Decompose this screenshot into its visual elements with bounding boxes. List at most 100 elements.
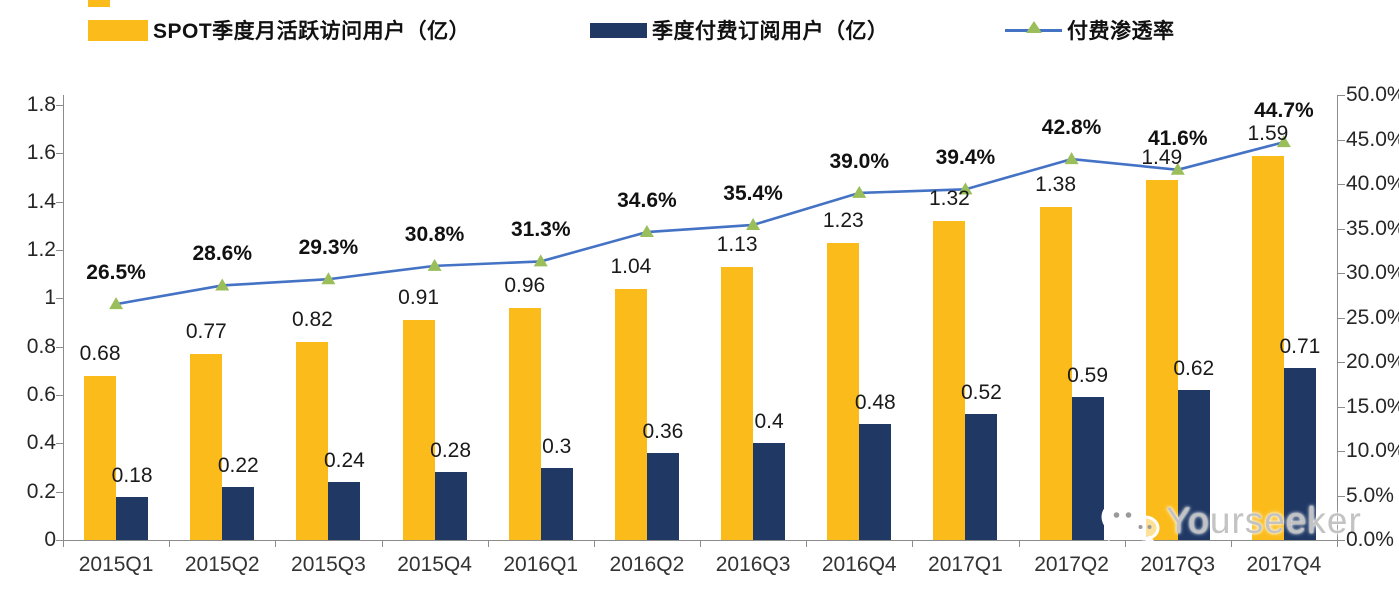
penetration-marker — [1170, 162, 1185, 175]
left-axis-line — [63, 95, 64, 540]
right-axis-tick — [1338, 228, 1345, 230]
penetration-marker — [958, 182, 973, 195]
left-axis-tick-label: 1.2 — [26, 238, 56, 261]
mau-bar — [402, 320, 435, 540]
penetration-marker — [1276, 135, 1291, 148]
subscribers-bar — [859, 424, 892, 540]
x-axis-tick — [1018, 541, 1020, 547]
penetration-marker — [1064, 152, 1079, 165]
mau-value-label: 0.91 — [398, 286, 440, 310]
mau-value-label: 0.68 — [79, 341, 121, 365]
legend-item-mau: SPOT季度月活跃访问用户（亿） — [88, 15, 470, 45]
subscribers-legend-swatch — [590, 22, 647, 38]
penetration-value-label: 39.4% — [935, 146, 996, 170]
penetration-marker — [852, 185, 867, 198]
penetration-value-label: 29.3% — [298, 236, 359, 260]
right-axis-tick-label: 40.0% — [1346, 172, 1399, 195]
watermark: Yourseeker — [1100, 498, 1362, 544]
x-axis-category-label: 2016Q3 — [715, 553, 791, 576]
left-axis-tick-label: 1.8 — [26, 93, 56, 116]
left-axis-tick-label: 1 — [44, 286, 56, 310]
subscribers-bar — [116, 496, 149, 540]
legend-item-subscribers: 季度付费订阅用户（亿） — [590, 15, 889, 45]
penetration-value-label: 44.7% — [1254, 99, 1314, 123]
left-axis-tick — [56, 491, 63, 493]
left-axis-tick-label: 0.2 — [26, 479, 56, 503]
mau-value-label: 1.23 — [822, 208, 864, 232]
x-axis-category-label: 2017Q2 — [1034, 553, 1109, 576]
mau-bar — [190, 353, 223, 540]
left-axis-tick — [56, 443, 63, 445]
mau-legend-label: SPOT季度月活跃访问用户（亿） — [153, 20, 471, 43]
subscribers-bar — [540, 467, 573, 540]
left-axis-tick-label: 0.8 — [26, 334, 56, 358]
left-axis-tick — [56, 201, 63, 203]
x-axis-tick — [487, 541, 489, 547]
subscribers-bar — [965, 414, 998, 540]
x-axis-tick — [593, 541, 595, 547]
right-axis-tick-label: 15.0% — [1346, 394, 1399, 418]
penetration-value-label: 28.6% — [192, 242, 253, 266]
mau-bar — [933, 221, 966, 540]
penetration-value-label: 42.8% — [1041, 116, 1102, 140]
penetration-marker — [639, 225, 654, 238]
x-axis-tick — [1124, 541, 1126, 547]
right-axis-tick-label: 10.0% — [1346, 439, 1399, 462]
x-axis-category-label: 2017Q1 — [928, 553, 1003, 576]
mau-value-label: 1.13 — [716, 232, 758, 256]
x-axis-category-label: 2016Q2 — [609, 553, 685, 576]
subscribers-bar — [222, 486, 255, 540]
left-axis-tick — [56, 105, 63, 106]
subscribers-value-label: 0.62 — [1173, 357, 1215, 381]
mau-bar — [84, 375, 117, 540]
right-axis-tick-label: 45.0% — [1346, 127, 1399, 151]
mau-value-label: 1.04 — [610, 254, 652, 278]
left-axis-tick-label: 0.6 — [26, 383, 56, 406]
x-axis-category-label: 2017Q3 — [1140, 553, 1216, 576]
mau-value-label: 0.96 — [504, 274, 546, 297]
mau-bar — [508, 308, 541, 540]
penetration-legend-line — [1005, 20, 1062, 33]
subscribers-bar — [1283, 368, 1316, 540]
penetration-marker — [321, 272, 336, 285]
x-axis-tick — [275, 541, 277, 547]
subscribers-value-label: 0.4 — [754, 410, 784, 434]
right-axis-tick — [1338, 95, 1345, 96]
x-axis-tick — [1230, 541, 1232, 547]
watermark-text: Yourseeker — [1166, 500, 1362, 541]
right-axis-tick-label: 35.0% — [1346, 216, 1399, 240]
penetration-value-label: 30.8% — [404, 222, 465, 246]
left-axis-tick-label: 1.6 — [26, 141, 56, 165]
x-axis-tick — [912, 541, 914, 547]
x-axis-tick — [381, 541, 383, 547]
right-axis-tick — [1338, 184, 1345, 185]
right-axis-tick — [1338, 139, 1345, 141]
x-axis-category-label: 2016Q4 — [821, 553, 897, 576]
x-axis-line — [63, 540, 1338, 541]
subscribers-legend-label: 季度付费订阅用户（亿） — [652, 20, 889, 43]
subscribers-value-label: 0.3 — [542, 434, 572, 458]
mau-bar — [827, 242, 860, 540]
penetration-marker — [109, 297, 124, 310]
right-axis-tick — [1338, 451, 1345, 452]
right-axis-tick — [1338, 273, 1345, 274]
mau-value-label: 0.82 — [291, 307, 333, 331]
right-axis-tick-label: 30.0% — [1346, 261, 1399, 284]
x-axis-category-label: 2015Q3 — [291, 553, 366, 576]
x-axis-category-label: 2016Q1 — [503, 553, 579, 576]
subscribers-value-label: 0.22 — [217, 453, 259, 477]
mau-bar — [1145, 179, 1178, 540]
penetration-marker — [427, 258, 442, 271]
subscribers-bar — [434, 472, 467, 540]
x-axis-category-label: 2015Q4 — [397, 553, 472, 576]
right-axis-tick-label: 20.0% — [1346, 350, 1399, 373]
penetration-marker — [746, 217, 761, 230]
x-axis-category-label: 2015Q1 — [78, 553, 154, 576]
left-axis-tick — [56, 153, 63, 155]
left-axis-tick-label: 0.4 — [26, 431, 56, 455]
mau-value-label: 1.32 — [928, 187, 970, 210]
right-axis-tick-label: 0.0% — [1346, 528, 1394, 551]
subscribers-bar — [1177, 390, 1210, 540]
